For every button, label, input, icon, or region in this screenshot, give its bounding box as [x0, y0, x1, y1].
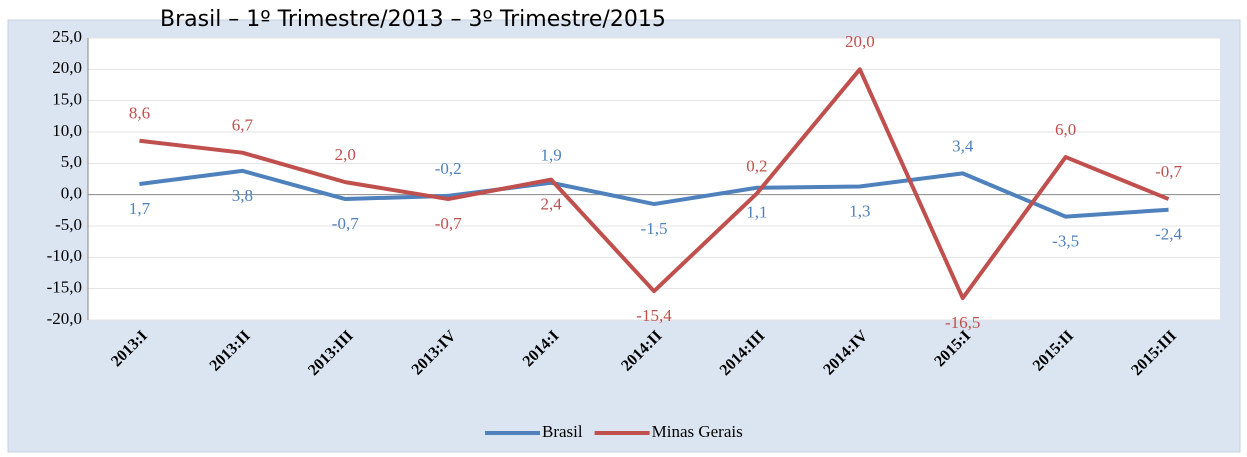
y-tick-label: -10,0	[47, 246, 82, 265]
data-label: 3,8	[232, 186, 253, 205]
y-tick-label: 5,0	[61, 152, 82, 171]
y-tick-label: -20,0	[47, 309, 82, 328]
data-label: 0,2	[746, 156, 767, 175]
y-tick-label: 20,0	[52, 58, 82, 77]
data-label: -2,4	[1155, 225, 1182, 244]
series-line	[139, 168, 1169, 219]
data-label: 1,3	[849, 201, 870, 220]
data-label: -1,5	[641, 219, 668, 238]
data-label: 2,4	[540, 195, 562, 214]
data-label: 1,7	[129, 199, 151, 218]
data-label: 6,0	[1055, 120, 1076, 139]
series-line	[139, 67, 1170, 301]
data-label: 20,0	[845, 32, 875, 51]
y-tick-label: 0,0	[61, 184, 82, 203]
data-label: 8,6	[129, 104, 150, 123]
data-label: -16,5	[945, 313, 980, 332]
chart-title: Brasil – 1º Trimestre/2013 – 3º Trimestr…	[160, 7, 666, 32]
data-label: 6,7	[232, 116, 254, 135]
y-tick-label: 15,0	[52, 90, 82, 109]
data-label: 2,0	[335, 145, 356, 164]
data-label: -3,5	[1052, 232, 1079, 251]
data-label: 3,4	[952, 136, 974, 155]
y-tick-label: -5,0	[55, 215, 82, 234]
y-tick-label: -15,0	[47, 278, 82, 297]
legend-label: Minas Gerais	[652, 422, 743, 441]
data-label: -0,7	[1155, 162, 1182, 181]
data-label: -15,4	[636, 306, 672, 325]
y-tick-label: 10,0	[52, 121, 82, 140]
data-label: 1,1	[746, 203, 767, 222]
data-label: -0,7	[435, 214, 462, 233]
legend: Brasil Minas Gerais	[485, 422, 743, 441]
data-label: 1,9	[540, 146, 561, 165]
legend-label: Brasil	[542, 422, 583, 441]
data-label: -0,2	[435, 159, 462, 178]
data-label: -0,7	[332, 214, 359, 233]
y-tick-label: 25,0	[52, 27, 82, 46]
